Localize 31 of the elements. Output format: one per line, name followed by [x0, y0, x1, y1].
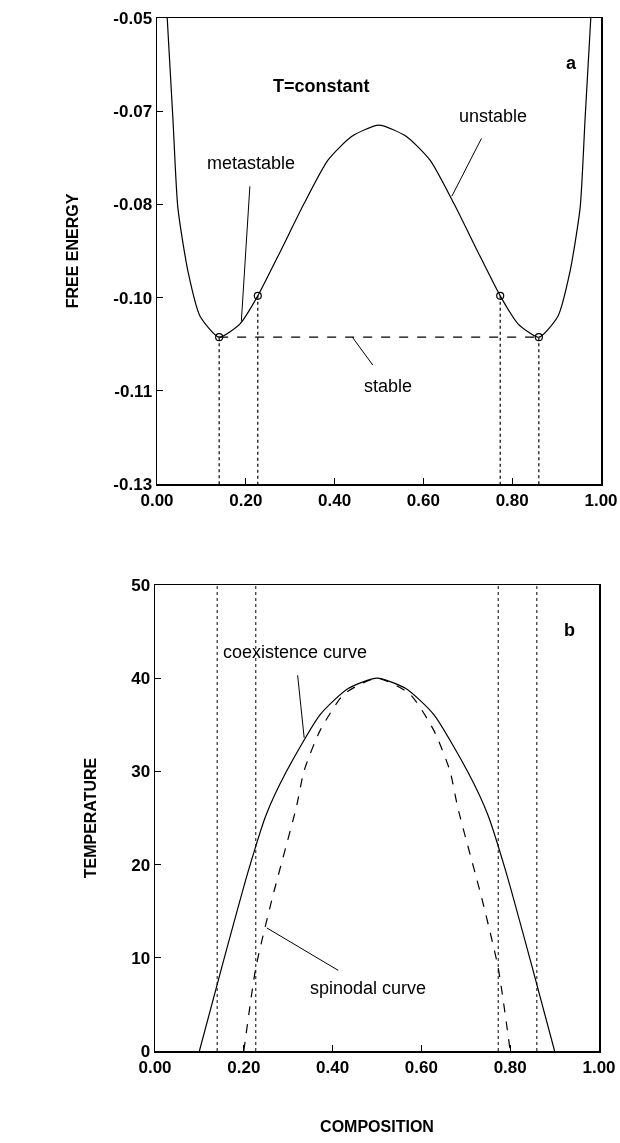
annotation: unstable — [459, 106, 528, 126]
y-tick-label: 20 — [131, 855, 151, 875]
y-tick-label: -0.08 — [113, 195, 153, 215]
x-tick-label: 0.80 — [495, 490, 529, 510]
y-axis-title: TEMPERATURE — [82, 757, 100, 879]
annotation: metastable — [207, 153, 296, 173]
x-axis-title: COMPOSITION — [320, 1118, 434, 1136]
x-tick-label: 0.60 — [404, 1057, 438, 1077]
y-tick-label: -0.11 — [114, 381, 153, 401]
annotation: T=constant — [273, 76, 370, 96]
y-tick-label: -0.05 — [113, 8, 153, 28]
y-tick-label: 50 — [131, 575, 151, 595]
y-tick-label: 40 — [131, 669, 151, 689]
x-tick-label: 1.00 — [582, 1057, 616, 1077]
y-tick-label: 30 — [131, 762, 151, 782]
annotation: spinodal curve — [310, 978, 427, 998]
y-tick-label: -0.07 — [113, 102, 153, 122]
y-tick-label: -0.10 — [113, 288, 153, 308]
x-tick-label: 0.20 — [227, 1057, 261, 1077]
x-tick-label: 0.40 — [316, 1057, 350, 1077]
x-tick-label: 0.20 — [229, 490, 263, 510]
x-tick-label: 0.80 — [493, 1057, 527, 1077]
annotation: stable — [364, 376, 413, 396]
x-tick-label: 0.40 — [318, 490, 352, 510]
y-tick-label: 10 — [131, 948, 151, 968]
annotation: b — [564, 620, 575, 640]
x-tick-label: 0.60 — [406, 490, 440, 510]
x-tick-label: 1.00 — [584, 490, 618, 510]
annotation: coexistence curve — [223, 642, 368, 662]
y-axis-title: FREE ENERGY — [64, 193, 82, 309]
annotation: a — [566, 53, 577, 73]
